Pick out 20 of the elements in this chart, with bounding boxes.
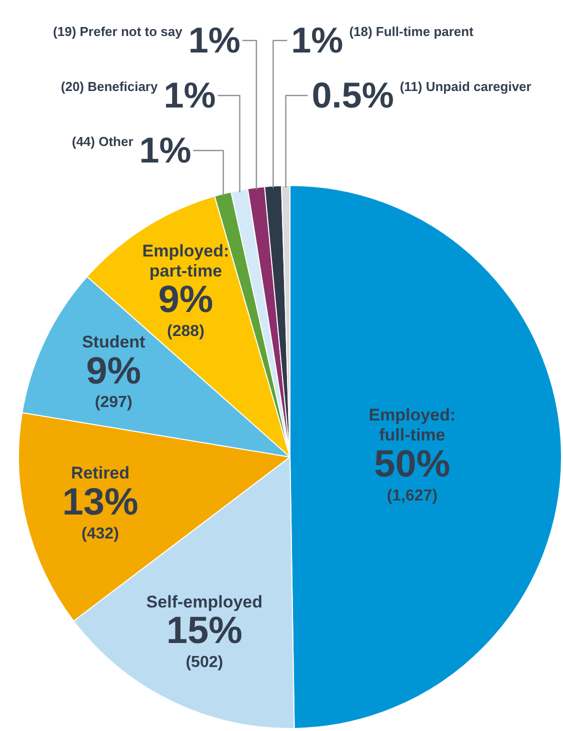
data-label: 0.5% [312,74,394,116]
data-label: 1% [164,74,216,116]
slice-label: (20) Beneficiary [60,79,158,94]
data-label: 15% (502) [166,610,242,672]
data-label: 1% [139,129,192,170]
slice-label: (44) Other [72,134,134,150]
slice-label: Self-employed [146,592,262,612]
slice-label: Student [82,332,146,352]
slice-label: Employed: full-time [368,406,456,445]
slice-label: (18) Full-time parent [349,24,474,40]
data-label: 50% (1,627) [374,444,450,504]
slice-label: (11) Unpaid caregiver [400,79,532,94]
data-label: 1% [291,19,344,60]
data-label: 1% [188,19,240,60]
data-label: 13% (432) [62,481,138,542]
slice-label: (19) Prefer not to say [53,24,184,40]
data-label: 9% (288) [158,279,214,340]
data-label: 9% (297) [86,350,142,412]
slice-label: Employed: part-time [142,241,230,280]
slice-label: Retired [70,464,130,483]
